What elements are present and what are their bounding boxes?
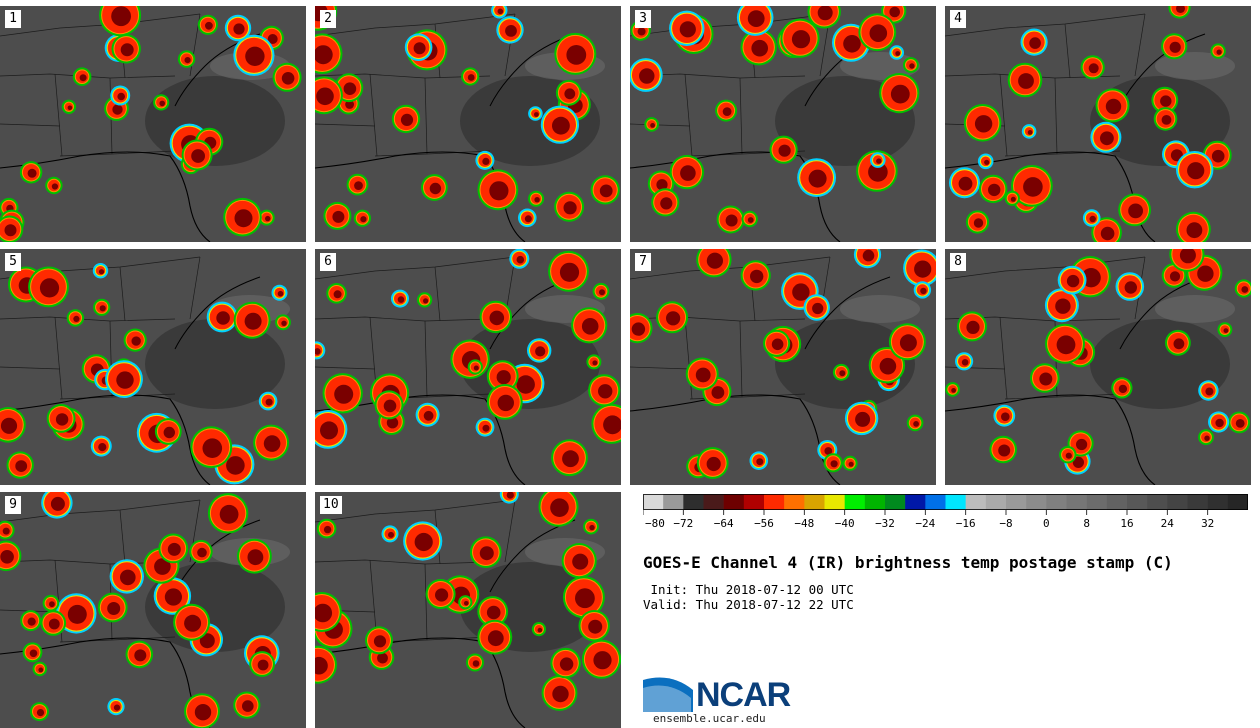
colorbar-swatch bbox=[925, 494, 946, 510]
colorbar-tick-label: −8 bbox=[999, 517, 1012, 530]
colorbar-tick-label: 16 bbox=[1120, 517, 1133, 530]
colorbar-swatch bbox=[1207, 494, 1229, 510]
colorbar-swatch bbox=[824, 494, 845, 510]
forecast-panel: 4 bbox=[945, 6, 1251, 242]
colorbar-swatch bbox=[1227, 494, 1248, 510]
logo-url: ensemble.ucar.edu bbox=[653, 712, 766, 725]
colorbar-tick-label: −16 bbox=[956, 517, 976, 530]
colorbar-swatch bbox=[985, 494, 1007, 510]
colorbar-swatch bbox=[1026, 494, 1047, 510]
colorbar-swatch bbox=[643, 494, 664, 510]
satellite-map bbox=[630, 6, 936, 242]
forecast-panel: 2 bbox=[315, 6, 621, 242]
panel-number: 10 bbox=[320, 496, 342, 514]
forecast-panel: 6 bbox=[315, 249, 621, 485]
colorbar-tick-label: −80 bbox=[645, 517, 665, 530]
colorbar-swatch bbox=[945, 494, 966, 510]
colorbar-tick-label: −24 bbox=[915, 517, 935, 530]
colorbar-swatch bbox=[1106, 494, 1128, 510]
satellite-map bbox=[945, 249, 1251, 485]
panel-number: 8 bbox=[950, 253, 966, 271]
panel-number: 3 bbox=[635, 10, 651, 28]
colorbar-swatch bbox=[703, 494, 724, 510]
panel-number: 9 bbox=[5, 496, 21, 514]
colorbar-tick-label: −72 bbox=[673, 517, 693, 530]
colorbar-swatch bbox=[844, 494, 866, 510]
colorbar-swatch bbox=[1066, 494, 1087, 510]
satellite-map bbox=[0, 6, 306, 242]
colorbar-swatch bbox=[743, 494, 765, 510]
colorbar-swatch bbox=[1187, 494, 1208, 510]
forecast-panel: 8 bbox=[945, 249, 1251, 485]
forecast-panel: 5 bbox=[0, 249, 306, 485]
colorbar-swatch bbox=[804, 494, 825, 510]
satellite-map bbox=[630, 249, 936, 485]
panel-number: 2 bbox=[320, 10, 336, 28]
panel-number: 1 bbox=[5, 10, 21, 28]
satellite-map bbox=[315, 6, 621, 242]
colorbar-swatch bbox=[1167, 494, 1188, 510]
forecast-panel: 1 bbox=[0, 6, 306, 242]
satellite-map bbox=[315, 249, 621, 485]
satellite-map bbox=[0, 492, 306, 728]
colorbar-swatch bbox=[864, 494, 886, 510]
colorbar-swatch bbox=[1086, 494, 1108, 510]
colorbar-swatch bbox=[1147, 494, 1168, 510]
colorbar-swatch bbox=[1006, 494, 1027, 510]
colorbar-swatch bbox=[663, 494, 684, 510]
panel-number: 5 bbox=[5, 253, 21, 271]
colorbar-swatch bbox=[905, 494, 926, 510]
colorbar-swatch bbox=[1046, 494, 1067, 510]
colorbar-tick-label: −64 bbox=[714, 517, 734, 530]
panel-number: 4 bbox=[950, 10, 966, 28]
forecast-panel: 3 bbox=[630, 6, 936, 242]
colorbar-tick-label: −56 bbox=[754, 517, 774, 530]
colorbar-tick-label: 8 bbox=[1083, 517, 1090, 530]
forecast-panel: 9 bbox=[0, 492, 306, 728]
valid-time: Valid: Thu 2018-07-12 22 UTC bbox=[643, 597, 854, 612]
colorbar-frame bbox=[643, 494, 1248, 510]
colorbar-tick-label: −32 bbox=[875, 517, 895, 530]
satellite-map bbox=[945, 6, 1251, 242]
colorbar-tick-label: 32 bbox=[1201, 517, 1214, 530]
colorbar-swatch bbox=[965, 494, 987, 510]
ncar-logo-icon bbox=[643, 677, 693, 712]
satellite-map bbox=[315, 492, 621, 728]
colorbar-tick-label: −48 bbox=[794, 517, 814, 530]
panel-number: 7 bbox=[635, 253, 651, 271]
ncar-logo-text: NCAR bbox=[696, 676, 791, 714]
init-time: Init: Thu 2018-07-12 00 UTC bbox=[643, 582, 854, 597]
chart-title: GOES-E Channel 4 (IR) brightness temp po… bbox=[643, 553, 1173, 572]
colorbar-swatch bbox=[723, 494, 745, 510]
colorbar-swatch bbox=[764, 494, 785, 510]
colorbar-tick-label: 0 bbox=[1043, 517, 1050, 530]
colorbar-swatch bbox=[784, 494, 805, 510]
colorbar-swatch bbox=[885, 494, 906, 510]
satellite-map bbox=[0, 249, 306, 485]
colorbar-tick-label: 24 bbox=[1161, 517, 1175, 530]
colorbar-swatch bbox=[683, 494, 704, 510]
colorbar-swatch bbox=[1127, 494, 1148, 510]
colorbar-tick-label: −40 bbox=[835, 517, 855, 530]
forecast-panel: 7 bbox=[630, 249, 936, 485]
colorbar: −80 −72 −64 −56 −48 −40 −32 −24 −16 −8 0 8 16 24 32 bbox=[643, 494, 1248, 530]
forecast-panel: 10 bbox=[315, 492, 621, 728]
panel-number: 6 bbox=[320, 253, 336, 271]
